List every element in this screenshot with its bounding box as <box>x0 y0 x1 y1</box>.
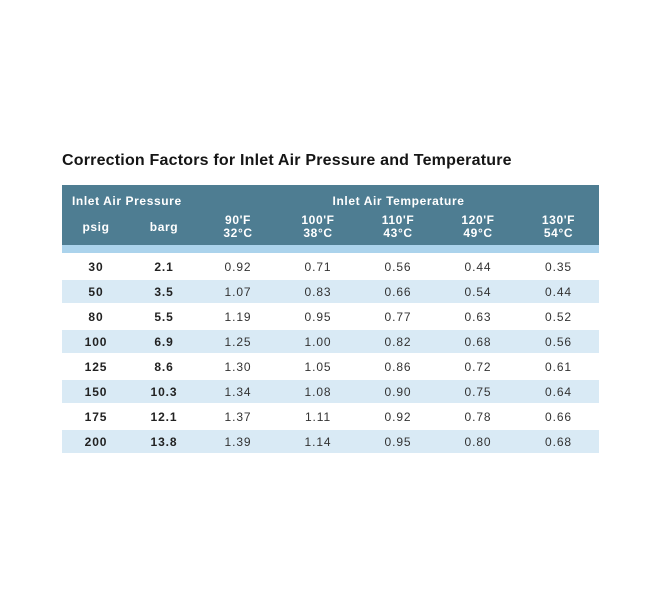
factor-cell: 1.19 <box>198 303 279 329</box>
table-body: 30 2.1 0.92 0.71 0.56 0.44 0.35 50 3.5 1.07 0.83 0.… <box>62 253 600 453</box>
factor-cell: 0.68 <box>438 328 519 354</box>
column-header-row: psig barg 90'F 32°C 100'F 38°C 110'F 43°C 120'F 4… <box>62 212 600 245</box>
table-row: 125 8.6 1.30 1.05 0.86 0.72 0.61 <box>62 353 600 379</box>
column-header-line: 49°C <box>463 226 493 240</box>
barg-cell: 3.5 <box>130 278 199 304</box>
factor-cell: 0.68 <box>518 428 600 453</box>
psig-cell: 150 <box>62 378 130 404</box>
factor-cell: 0.92 <box>358 403 439 429</box>
table-row: 80 5.5 1.19 0.95 0.77 0.63 0.52 <box>62 303 600 329</box>
factor-cell: 0.92 <box>198 253 279 279</box>
table-row: 50 3.5 1.07 0.83 0.66 0.54 0.44 <box>62 278 600 304</box>
column-header-line: 38°C <box>303 226 333 240</box>
factor-cell: 0.95 <box>278 303 359 329</box>
column-header-line: barg <box>149 219 179 234</box>
factor-cell: 1.25 <box>198 328 279 354</box>
barg-cell: 8.6 <box>130 353 199 379</box>
table-row: 100 6.9 1.25 1.00 0.82 0.68 0.56 <box>62 328 600 354</box>
factor-cell: 0.61 <box>518 353 600 379</box>
column-header-110f: 110'F 43°C <box>358 212 439 245</box>
factor-cell: 1.39 <box>198 428 279 453</box>
page-title: Correction Factors for Inlet Air Pressur… <box>62 152 512 169</box>
table-row: 175 12.1 1.37 1.11 0.92 0.78 0.66 <box>62 403 600 429</box>
factor-cell: 1.30 <box>198 353 279 379</box>
column-header-line: 32°C <box>223 226 253 240</box>
barg-cell: 10.3 <box>130 378 199 404</box>
separator-strip-cell <box>62 245 600 254</box>
column-header-120f: 120'F 49°C <box>438 212 519 245</box>
factor-cell: 0.86 <box>358 353 439 379</box>
column-header-line: 90'F <box>225 213 251 227</box>
header-separator-strip <box>62 245 600 254</box>
psig-cell: 125 <box>62 353 130 379</box>
factor-cell: 0.63 <box>438 303 519 329</box>
factor-cell: 0.75 <box>438 378 519 404</box>
factor-cell: 0.72 <box>438 353 519 379</box>
column-header-90f: 90'F 32°C <box>198 212 279 245</box>
factor-cell: 0.83 <box>278 278 359 304</box>
factor-cell: 1.34 <box>198 378 279 404</box>
factor-cell: 0.52 <box>518 303 600 329</box>
factor-cell: 0.90 <box>358 378 439 404</box>
correction-factors-table: Inlet Air Pressure Inlet Air Temperature… <box>62 185 600 453</box>
factor-cell: 1.37 <box>198 403 279 429</box>
factor-cell: 0.71 <box>278 253 359 279</box>
factor-cell: 0.66 <box>518 403 600 429</box>
factor-cell: 0.54 <box>438 278 519 304</box>
column-header-line: 130'F <box>541 213 576 227</box>
column-header-130f: 130'F 54°C <box>518 212 600 245</box>
factor-cell: 1.05 <box>278 353 359 379</box>
psig-cell: 200 <box>62 428 130 453</box>
factor-cell: 0.64 <box>518 378 600 404</box>
psig-cell: 100 <box>62 328 130 354</box>
factor-cell: 0.77 <box>358 303 439 329</box>
factor-cell: 0.44 <box>438 253 519 279</box>
psig-cell: 80 <box>62 303 130 329</box>
factor-cell: 1.07 <box>198 278 279 304</box>
factor-cell: 0.66 <box>358 278 439 304</box>
column-header-line: 43°C <box>383 226 413 240</box>
factor-cell: 0.80 <box>438 428 519 453</box>
column-header-psig: psig <box>62 212 130 245</box>
psig-cell: 50 <box>62 278 130 304</box>
group-header-inlet-air-temperature: Inlet Air Temperature <box>198 185 600 212</box>
table-row: 150 10.3 1.34 1.08 0.90 0.75 0.64 <box>62 378 600 404</box>
group-header-row: Inlet Air Pressure Inlet Air Temperature <box>62 185 600 212</box>
table-row: 30 2.1 0.92 0.71 0.56 0.44 0.35 <box>62 253 600 279</box>
factor-cell: 1.08 <box>278 378 359 404</box>
factor-cell: 0.35 <box>518 253 600 279</box>
column-header-barg: barg <box>130 212 199 245</box>
psig-cell: 175 <box>62 403 130 429</box>
factor-cell: 0.82 <box>358 328 439 354</box>
column-header-line: 120'F <box>461 213 495 227</box>
table-header: Inlet Air Pressure Inlet Air Temperature… <box>62 185 600 254</box>
column-header-line: psig <box>82 219 110 234</box>
factor-cell: 0.95 <box>358 428 439 453</box>
factor-cell: 0.78 <box>438 403 519 429</box>
column-header-line: 100'F <box>301 213 335 227</box>
barg-cell: 13.8 <box>130 428 199 453</box>
barg-cell: 12.1 <box>130 403 199 429</box>
barg-cell: 5.5 <box>130 303 199 329</box>
column-header-line: 54°C <box>543 226 574 240</box>
factor-cell: 1.00 <box>278 328 359 354</box>
factor-cell: 0.56 <box>358 253 439 279</box>
barg-cell: 2.1 <box>130 253 199 279</box>
factor-cell: 0.44 <box>518 278 600 304</box>
column-header-line: 110'F <box>381 213 415 227</box>
psig-cell: 30 <box>62 253 130 279</box>
table-row: 200 13.8 1.39 1.14 0.95 0.80 0.68 <box>62 428 600 453</box>
factor-cell: 1.14 <box>278 428 359 453</box>
group-header-inlet-air-pressure: Inlet Air Pressure <box>62 185 199 212</box>
column-header-100f: 100'F 38°C <box>278 212 359 245</box>
factor-cell: 1.11 <box>278 403 359 429</box>
factor-cell: 0.56 <box>518 328 600 354</box>
barg-cell: 6.9 <box>130 328 199 354</box>
